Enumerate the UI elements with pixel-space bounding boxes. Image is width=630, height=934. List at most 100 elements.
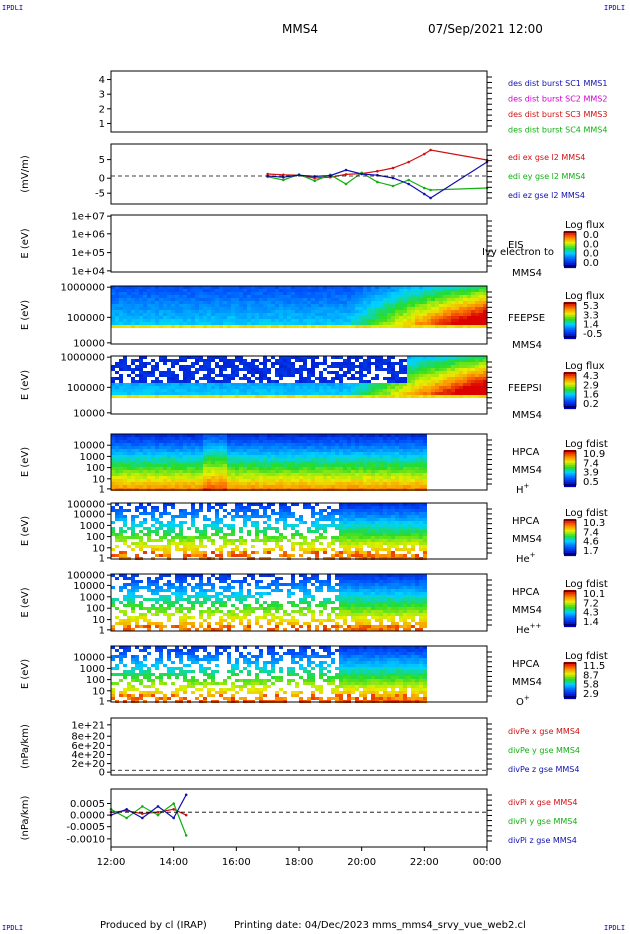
spectrogram-cell: [227, 295, 231, 298]
spectrogram-cell: [119, 295, 123, 298]
spectrogram-cell: [483, 380, 487, 383]
spectrogram-cell: [259, 322, 263, 325]
spectrogram-cell: [199, 313, 203, 316]
spectrogram-cell: [451, 295, 455, 298]
spectrogram-cell: [235, 440, 239, 443]
spectrogram-cell: [143, 452, 147, 455]
series-point: [391, 184, 395, 188]
spectrogram-cell: [243, 298, 247, 301]
spectrogram-cell: [443, 286, 447, 289]
spectrogram-cell: [407, 461, 411, 464]
spectrogram-cell: [367, 362, 371, 365]
spectrogram-cell: [367, 386, 371, 389]
spectrogram-cell: [187, 548, 191, 551]
spectrogram-cell: [323, 319, 327, 322]
spectrogram-cell: [483, 286, 487, 289]
spectrogram-cell: [195, 446, 199, 449]
spectrogram-cell: [147, 530, 151, 533]
spectrogram-cell: [195, 362, 199, 365]
spectrogram-cell: [127, 325, 131, 328]
spectrogram-cell: [319, 533, 323, 536]
spectrogram-cell: [139, 310, 143, 313]
spectrogram-cell: [315, 527, 319, 530]
spectrogram-cell: [371, 542, 375, 545]
spectrogram-cell: [291, 395, 295, 398]
spectrogram-cell: [231, 533, 235, 536]
spectrogram-cell: [207, 434, 211, 437]
spectrogram-cell: [339, 542, 343, 545]
spectrogram-cell: [411, 316, 415, 319]
colorbar-band: [564, 233, 576, 237]
spectrogram-cell: [251, 551, 255, 554]
spectrogram-cell: [183, 289, 187, 292]
spectrogram-cell: [155, 533, 159, 536]
spectrogram-cell: [315, 485, 319, 488]
spectrogram-cell: [139, 389, 143, 392]
spectrogram-cell: [219, 437, 223, 440]
spectrogram-cell: [355, 509, 359, 512]
spectrogram-cell: [263, 377, 267, 380]
spectrogram-cell: [231, 449, 235, 452]
spectrogram-cell: [211, 452, 215, 455]
spectrogram-cell: [203, 455, 207, 458]
spectrogram-cell: [423, 470, 427, 473]
spectrogram-cell: [315, 440, 319, 443]
spectrogram-cell: [127, 479, 131, 482]
spectrogram-cell: [251, 316, 255, 319]
spectrogram-cell: [131, 368, 135, 371]
spectrogram-cell: [371, 356, 375, 359]
spectrogram-cell: [123, 449, 127, 452]
spectrogram-cell: [411, 295, 415, 298]
spectrogram-cell: [411, 365, 415, 368]
colorbar-band: [564, 254, 576, 258]
spectrogram-cell: [391, 325, 395, 328]
spectrogram-cell: [143, 455, 147, 458]
spectrogram-cell: [259, 455, 263, 458]
spectrogram-cell: [315, 479, 319, 482]
spectrogram-cell: [263, 307, 267, 310]
y-tick-label: 1e+04: [71, 266, 105, 277]
spectrogram-cell: [335, 461, 339, 464]
spectrogram-cell: [219, 506, 223, 509]
spectrogram-cell: [263, 386, 267, 389]
spectrogram-cell: [215, 503, 219, 506]
spectrogram-cell: [175, 301, 179, 304]
spectrogram-cell: [143, 374, 147, 377]
spectrogram-cell: [291, 434, 295, 437]
spectrogram-cell: [195, 530, 199, 533]
spectrogram-cell: [199, 458, 203, 461]
spectrogram-cell: [175, 310, 179, 313]
spectrogram-cell: [323, 310, 327, 313]
spectrogram-cell: [235, 464, 239, 467]
spectrogram-cell: [407, 313, 411, 316]
spectrogram-cell: [175, 307, 179, 310]
spectrogram-cell: [199, 368, 203, 371]
spectrogram-cell: [367, 467, 371, 470]
spectrogram-cell: [471, 377, 475, 380]
spectrogram-cell: [363, 521, 367, 524]
spectrogram-cell: [411, 467, 415, 470]
spectrogram-cell: [215, 313, 219, 316]
spectrogram-cell: [115, 392, 119, 395]
spectrogram-cell: [303, 485, 307, 488]
spectrogram-cell: [267, 515, 271, 518]
spectrogram-cell: [379, 383, 383, 386]
spectrogram-cell: [247, 482, 251, 485]
spectrogram-cell: [403, 304, 407, 307]
spectrogram-cell: [371, 521, 375, 524]
spectrogram-cell: [187, 392, 191, 395]
spectrogram-cell: [271, 316, 275, 319]
spectrogram-cell: [247, 392, 251, 395]
spectrogram-cell: [231, 476, 235, 479]
spectrogram-cell: [255, 307, 259, 310]
spectrogram-cell: [343, 503, 347, 506]
spectrogram-cell: [423, 286, 427, 289]
spectrogram-cell: [391, 473, 395, 476]
spectrogram-cell: [139, 473, 143, 476]
spectrogram-cell: [247, 503, 251, 506]
spectrogram-cell: [319, 515, 323, 518]
spectrogram-cell: [355, 479, 359, 482]
spectrogram-cell: [447, 380, 451, 383]
spectrogram-cell: [395, 476, 399, 479]
spectrogram-cell: [295, 310, 299, 313]
